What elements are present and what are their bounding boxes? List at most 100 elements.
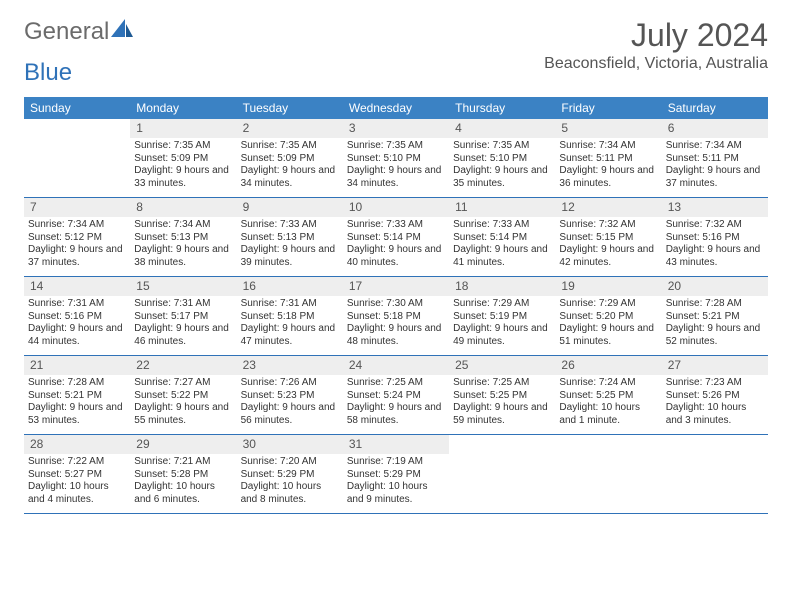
sunrise-text: Sunrise: 7:23 AM xyxy=(666,377,764,390)
calendar-empty-cell xyxy=(555,435,661,513)
sunrise-text: Sunrise: 7:34 AM xyxy=(28,219,126,232)
sunrise-text: Sunrise: 7:29 AM xyxy=(453,298,551,311)
sunrise-text: Sunrise: 7:27 AM xyxy=(134,377,232,390)
brand-logo: General xyxy=(24,18,135,46)
daylight-text: Daylight: 9 hours and 56 minutes. xyxy=(241,402,339,427)
calendar-day-cell: 19Sunrise: 7:29 AMSunset: 5:20 PMDayligh… xyxy=(555,277,661,355)
day-number: 31 xyxy=(343,435,449,454)
sunrise-text: Sunrise: 7:32 AM xyxy=(666,219,764,232)
calendar-day-cell: 12Sunrise: 7:32 AMSunset: 5:15 PMDayligh… xyxy=(555,198,661,276)
brand-name-a: General xyxy=(24,18,109,46)
calendar-page: General July 2024 Beaconsfield, Victoria… xyxy=(0,0,792,532)
day-details: Sunrise: 7:19 AMSunset: 5:29 PMDaylight:… xyxy=(343,454,449,510)
day-number: 19 xyxy=(555,277,661,296)
calendar-empty-cell xyxy=(24,119,130,197)
calendar-day-cell: 6Sunrise: 7:34 AMSunset: 5:11 PMDaylight… xyxy=(662,119,768,197)
sunset-text: Sunset: 5:13 PM xyxy=(241,232,339,245)
calendar-grid: SundayMondayTuesdayWednesdayThursdayFrid… xyxy=(24,97,768,514)
calendar-day-cell: 11Sunrise: 7:33 AMSunset: 5:14 PMDayligh… xyxy=(449,198,555,276)
sunset-text: Sunset: 5:21 PM xyxy=(666,311,764,324)
daylight-text: Daylight: 9 hours and 51 minutes. xyxy=(559,323,657,348)
calendar-day-cell: 5Sunrise: 7:34 AMSunset: 5:11 PMDaylight… xyxy=(555,119,661,197)
day-details: Sunrise: 7:35 AMSunset: 5:10 PMDaylight:… xyxy=(449,138,555,194)
sunrise-text: Sunrise: 7:19 AM xyxy=(347,456,445,469)
calendar-day-cell: 22Sunrise: 7:27 AMSunset: 5:22 PMDayligh… xyxy=(130,356,236,434)
day-details: Sunrise: 7:31 AMSunset: 5:18 PMDaylight:… xyxy=(237,296,343,352)
daylight-text: Daylight: 10 hours and 9 minutes. xyxy=(347,481,445,506)
daylight-text: Daylight: 9 hours and 37 minutes. xyxy=(666,165,764,190)
daylight-text: Daylight: 9 hours and 44 minutes. xyxy=(28,323,126,348)
day-details: Sunrise: 7:29 AMSunset: 5:20 PMDaylight:… xyxy=(555,296,661,352)
day-details: Sunrise: 7:20 AMSunset: 5:29 PMDaylight:… xyxy=(237,454,343,510)
day-details: Sunrise: 7:32 AMSunset: 5:16 PMDaylight:… xyxy=(662,217,768,273)
day-number: 3 xyxy=(343,119,449,138)
day-details: Sunrise: 7:27 AMSunset: 5:22 PMDaylight:… xyxy=(130,375,236,431)
weekday-header: Tuesday xyxy=(237,97,343,119)
day-number: 6 xyxy=(662,119,768,138)
day-number: 10 xyxy=(343,198,449,217)
day-details: Sunrise: 7:35 AMSunset: 5:10 PMDaylight:… xyxy=(343,138,449,194)
daylight-text: Daylight: 10 hours and 4 minutes. xyxy=(28,481,126,506)
calendar-day-cell: 13Sunrise: 7:32 AMSunset: 5:16 PMDayligh… xyxy=(662,198,768,276)
daylight-text: Daylight: 10 hours and 3 minutes. xyxy=(666,402,764,427)
daylight-text: Daylight: 9 hours and 34 minutes. xyxy=(241,165,339,190)
sunset-text: Sunset: 5:26 PM xyxy=(666,390,764,403)
daylight-text: Daylight: 9 hours and 52 minutes. xyxy=(666,323,764,348)
day-details: Sunrise: 7:34 AMSunset: 5:11 PMDaylight:… xyxy=(555,138,661,194)
day-number: 25 xyxy=(449,356,555,375)
sunset-text: Sunset: 5:15 PM xyxy=(559,232,657,245)
day-details: Sunrise: 7:21 AMSunset: 5:28 PMDaylight:… xyxy=(130,454,236,510)
day-number: 8 xyxy=(130,198,236,217)
calendar-day-cell: 1Sunrise: 7:35 AMSunset: 5:09 PMDaylight… xyxy=(130,119,236,197)
day-details: Sunrise: 7:22 AMSunset: 5:27 PMDaylight:… xyxy=(24,454,130,510)
daylight-text: Daylight: 9 hours and 46 minutes. xyxy=(134,323,232,348)
day-number: 5 xyxy=(555,119,661,138)
calendar-week-row: 21Sunrise: 7:28 AMSunset: 5:21 PMDayligh… xyxy=(24,356,768,435)
calendar-day-cell: 4Sunrise: 7:35 AMSunset: 5:10 PMDaylight… xyxy=(449,119,555,197)
day-details: Sunrise: 7:26 AMSunset: 5:23 PMDaylight:… xyxy=(237,375,343,431)
calendar-day-cell: 21Sunrise: 7:28 AMSunset: 5:21 PMDayligh… xyxy=(24,356,130,434)
day-number: 20 xyxy=(662,277,768,296)
sunrise-text: Sunrise: 7:24 AM xyxy=(559,377,657,390)
day-number: 4 xyxy=(449,119,555,138)
daylight-text: Daylight: 9 hours and 37 minutes. xyxy=(28,244,126,269)
day-details: Sunrise: 7:35 AMSunset: 5:09 PMDaylight:… xyxy=(237,138,343,194)
sunset-text: Sunset: 5:23 PM xyxy=(241,390,339,403)
calendar-week-row: 28Sunrise: 7:22 AMSunset: 5:27 PMDayligh… xyxy=(24,435,768,514)
sunset-text: Sunset: 5:14 PM xyxy=(347,232,445,245)
sunset-text: Sunset: 5:22 PM xyxy=(134,390,232,403)
calendar-day-cell: 3Sunrise: 7:35 AMSunset: 5:10 PMDaylight… xyxy=(343,119,449,197)
sunrise-text: Sunrise: 7:31 AM xyxy=(241,298,339,311)
calendar-day-cell: 18Sunrise: 7:29 AMSunset: 5:19 PMDayligh… xyxy=(449,277,555,355)
daylight-text: Daylight: 9 hours and 41 minutes. xyxy=(453,244,551,269)
weekday-header: Thursday xyxy=(449,97,555,119)
weekday-header: Saturday xyxy=(662,97,768,119)
sunrise-text: Sunrise: 7:20 AM xyxy=(241,456,339,469)
daylight-text: Daylight: 10 hours and 6 minutes. xyxy=(134,481,232,506)
day-number: 13 xyxy=(662,198,768,217)
sunset-text: Sunset: 5:20 PM xyxy=(559,311,657,324)
day-details: Sunrise: 7:33 AMSunset: 5:14 PMDaylight:… xyxy=(343,217,449,273)
day-details: Sunrise: 7:33 AMSunset: 5:14 PMDaylight:… xyxy=(449,217,555,273)
sunrise-text: Sunrise: 7:31 AM xyxy=(28,298,126,311)
daylight-text: Daylight: 9 hours and 49 minutes. xyxy=(453,323,551,348)
day-details: Sunrise: 7:23 AMSunset: 5:26 PMDaylight:… xyxy=(662,375,768,431)
calendar-day-cell: 7Sunrise: 7:34 AMSunset: 5:12 PMDaylight… xyxy=(24,198,130,276)
calendar-day-cell: 27Sunrise: 7:23 AMSunset: 5:26 PMDayligh… xyxy=(662,356,768,434)
calendar-day-cell: 2Sunrise: 7:35 AMSunset: 5:09 PMDaylight… xyxy=(237,119,343,197)
sunset-text: Sunset: 5:18 PM xyxy=(241,311,339,324)
sunset-text: Sunset: 5:11 PM xyxy=(559,153,657,166)
day-number: 26 xyxy=(555,356,661,375)
day-details: Sunrise: 7:34 AMSunset: 5:12 PMDaylight:… xyxy=(24,217,130,273)
day-number: 16 xyxy=(237,277,343,296)
day-details: Sunrise: 7:24 AMSunset: 5:25 PMDaylight:… xyxy=(555,375,661,431)
daylight-text: Daylight: 10 hours and 1 minute. xyxy=(559,402,657,427)
calendar-day-cell: 28Sunrise: 7:22 AMSunset: 5:27 PMDayligh… xyxy=(24,435,130,513)
sunrise-text: Sunrise: 7:34 AM xyxy=(559,140,657,153)
daylight-text: Daylight: 9 hours and 35 minutes. xyxy=(453,165,551,190)
sunrise-text: Sunrise: 7:35 AM xyxy=(347,140,445,153)
daylight-text: Daylight: 9 hours and 47 minutes. xyxy=(241,323,339,348)
weekday-header: Wednesday xyxy=(343,97,449,119)
day-details: Sunrise: 7:29 AMSunset: 5:19 PMDaylight:… xyxy=(449,296,555,352)
calendar-day-cell: 20Sunrise: 7:28 AMSunset: 5:21 PMDayligh… xyxy=(662,277,768,355)
